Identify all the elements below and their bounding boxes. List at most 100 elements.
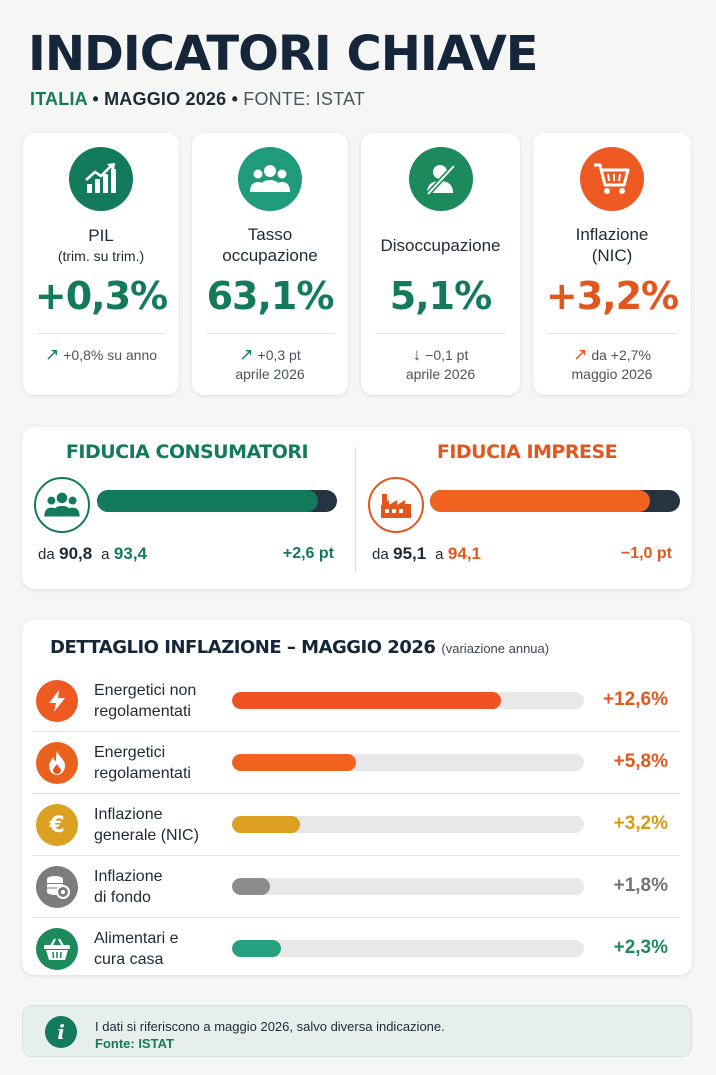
lightning-icon [36, 680, 78, 722]
info-icon: i [45, 1016, 77, 1048]
kpi-label: Disoccupazione [380, 235, 501, 255]
inflation-bar-track [232, 940, 584, 957]
inflation-bar-track [232, 816, 584, 833]
kpi-change-value: da +2,7% [591, 347, 651, 363]
from-label: da [372, 546, 389, 563]
consumer-confidence-to: 93,4 [113, 544, 148, 563]
kpi-label: Inflazione [575, 225, 649, 244]
business-confidence-delta: −1,0 pt [620, 545, 672, 562]
kpi-change-value: +0,3 pt [257, 347, 301, 363]
business-confidence-range: da 95,1 a 94,1 [372, 543, 481, 566]
shopping-cart-icon [580, 147, 644, 211]
confidence-divider [355, 447, 356, 573]
kpi-divider [375, 333, 506, 334]
business-confidence-bar-fill [430, 490, 650, 512]
euro-icon: € [36, 804, 78, 846]
inflation-row: Energetici regolamentati +5,8% [32, 732, 680, 794]
kpi-value: 5,1% [389, 274, 492, 318]
inflation-value-label: +12,6% [603, 689, 668, 710]
kpi-divider [547, 333, 677, 334]
inflation-bar-track [232, 878, 584, 895]
inflation-row: Inflazione di fondo +1,8% [32, 856, 680, 918]
inflation-bar-track [232, 754, 584, 771]
kpi-change: ↗ +0,8% su anno [23, 345, 179, 365]
inflation-row-label: Energetici non regolamentati [94, 680, 234, 722]
kpi-divider [37, 333, 165, 334]
inflation-row: Energetici non regolamentati +12,6% [32, 670, 680, 732]
kpi-card-occupazione: Tasso occupazione 63,1% ↗ +0,3 pt aprile … [192, 133, 348, 395]
basket-icon [36, 928, 78, 970]
kpi-change-ref: aprile 2026 [235, 366, 305, 382]
svg-text:€: € [48, 813, 64, 838]
subtitle-source: FONTE: ISTAT [243, 89, 366, 109]
inflation-row-label-line: Energetici non [94, 682, 197, 699]
kpi-change-value: −0,1 pt [425, 347, 469, 363]
arrow-up-right-icon: ↗ [573, 345, 588, 364]
business-confidence-to: 94,1 [447, 544, 482, 563]
footer-text: I dati si riferiscono a maggio 2026, sal… [95, 1019, 445, 1034]
kpi-card-pil: PIL (trim. su trim.) +0,3% ↗ +0,8% su ann… [23, 133, 179, 395]
growth-chart-icon [69, 147, 133, 211]
page-subtitle: ITALIA • MAGGIO 2026 • FONTE: ISTAT [30, 89, 365, 110]
consumer-confidence-from: 90,8 [59, 544, 93, 563]
inflation-value-label: +1,8% [613, 875, 668, 896]
people-group-icon [34, 477, 90, 533]
person-slash-icon [408, 147, 473, 211]
consumer-confidence-bar [97, 490, 337, 512]
factory-icon [368, 477, 424, 533]
inflation-value-label: +3,2% [613, 813, 668, 834]
business-confidence-from: 95,1 [393, 544, 427, 563]
to-label: a [435, 546, 444, 563]
coins-icon [36, 866, 78, 908]
footer-source: Fonte: ISTAT [95, 1036, 174, 1051]
consumer-confidence-range: da 90,8 a 93,4 [38, 543, 147, 566]
inflation-bar-track [232, 692, 584, 709]
row-divider [32, 731, 680, 732]
inflation-row-label: Inflazione di fondo [94, 866, 234, 908]
inflation-row-label-line: Inflazione [94, 806, 163, 823]
page-title: INDICATORI CHIAVE [28, 26, 539, 82]
inflation-detail-card: DETTAGLIO INFLAZIONE – MAGGIO 2026 (varia… [22, 620, 692, 975]
kpi-change: ↗ +0,3 pt aprile 2026 [192, 345, 348, 384]
subtitle-country: ITALIA [30, 89, 88, 109]
inflation-value-label: +5,8% [613, 751, 668, 772]
inflation-row-label-line: regolamentati [94, 765, 191, 782]
kpi-label: Tasso [247, 225, 293, 244]
inflation-row: Alimentari e cura casa +2,3% [32, 918, 680, 980]
inflation-row-label: Inflazione generale (NIC) [94, 804, 234, 846]
flame-icon [36, 742, 78, 784]
kpi-value: +3,2% [545, 274, 679, 318]
kpi-value: 63,1% [206, 274, 335, 318]
inflation-row-label-line: Inflazione [94, 868, 163, 885]
kpi-divider [206, 333, 334, 334]
kpi-sublabel: (NIC) [591, 246, 633, 265]
kpi-change: ↗ da +2,7% maggio 2026 [533, 345, 691, 384]
from-label: da [38, 546, 55, 563]
inflation-bar [232, 816, 300, 833]
row-divider [32, 793, 680, 794]
arrow-up-right-icon: ↗ [239, 345, 254, 364]
kpi-sublabel: (trim. su trim.) [57, 247, 145, 264]
consumer-confidence-bar-fill [97, 490, 318, 512]
inflation-row-label-line: Alimentari e [94, 930, 179, 947]
inflation-value-label: +2,3% [613, 937, 668, 958]
confidence-card: FIDUCIA CONSUMATORI da 90,8 a 93,4 +2,6 … [22, 427, 692, 589]
to-label: a [101, 546, 110, 563]
inflation-bar [232, 754, 356, 771]
subtitle-separator-2: • [231, 89, 239, 109]
inflation-row-label-line: cura casa [94, 951, 164, 968]
kpi-sublabel: occupazione [222, 246, 318, 265]
business-confidence-bar [430, 490, 680, 512]
kpi-label: PIL [88, 225, 114, 245]
chart-title: DETTAGLIO INFLAZIONE – MAGGIO 2026 [50, 637, 436, 658]
chart-subtitle: (variazione annua) [441, 641, 550, 656]
kpi-card-disoccupazione: Disoccupazione 5,1% ↓ −0,1 pt aprile 2026 [361, 133, 520, 395]
inflation-row: € Inflazione generale (NIC) +3,2% [32, 794, 680, 856]
inflation-bar [232, 878, 270, 895]
inflation-row-label-line: generale (NIC) [94, 827, 199, 844]
consumer-confidence-delta: +2,6 pt [282, 545, 334, 562]
kpi-change: ↓ −0,1 pt aprile 2026 [361, 345, 520, 384]
inflation-detail-title: DETTAGLIO INFLAZIONE – MAGGIO 2026 (varia… [50, 636, 549, 661]
subtitle-period: MAGGIO 2026 [104, 89, 227, 109]
kpi-change-ref: maggio 2026 [571, 366, 653, 382]
